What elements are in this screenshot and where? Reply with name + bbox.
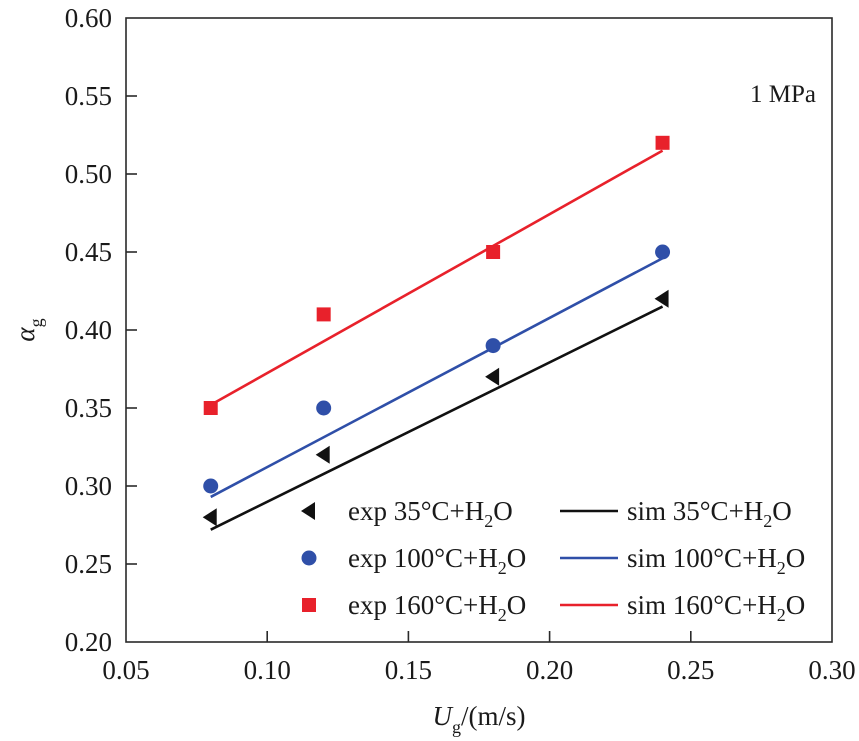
exp-point-160c	[316, 307, 331, 322]
y-tick-label: 0.45	[65, 237, 112, 267]
legend: exp 35°C+H2O exp 100°C+H2O exp 160°C+H2O si…	[301, 496, 805, 625]
x-tick-label: 0.30	[808, 655, 855, 685]
exp-point-160c	[655, 135, 670, 150]
legend-label-sim-160c: sim 160°C+H2O	[627, 590, 805, 625]
legend-marker-exp-160c	[302, 598, 316, 612]
legend-label-exp-160c: exp 160°C+H2O	[348, 590, 526, 625]
exp-point-160c	[203, 401, 218, 415]
y-tick-label: 0.30	[65, 471, 112, 501]
exp-point-35c	[654, 289, 669, 308]
pressure-annotation: 1 MPa	[750, 81, 816, 108]
plot-series	[202, 135, 671, 531]
sim-line-35c	[210, 305, 664, 531]
exp-point-35c	[315, 445, 330, 464]
y-tick-label: 0.50	[65, 159, 112, 189]
legend-label-exp-35c: exp 35°C+H2O	[348, 496, 513, 531]
sim-line-160c	[210, 149, 664, 407]
y-axis-label-sub: g	[26, 318, 46, 327]
exp-point-100c	[203, 478, 219, 494]
y-axis-label-main: α	[10, 327, 40, 342]
exp-point-35c	[202, 508, 217, 527]
y-tick-label: 0.35	[65, 393, 112, 423]
x-axis-label: Ug/(m/s)	[433, 701, 526, 737]
axis-ticks: 0.05 0.10 0.15 0.20 0.25 0.30 0.20 0.25 0.30 0.35…	[65, 3, 856, 685]
x-tick-label: 0.05	[102, 655, 149, 685]
exp-point-100c	[655, 244, 671, 260]
y-tick-label: 0.60	[65, 3, 112, 33]
x-tick-label: 0.20	[526, 655, 573, 685]
legend-marker-exp-100c	[301, 550, 317, 566]
y-tick-label: 0.25	[65, 549, 112, 579]
sim-line-100c	[210, 257, 664, 499]
x-axis-label-sub: g	[452, 717, 461, 737]
x-tick-label: 0.10	[244, 655, 291, 685]
legend-label-sim-35c: sim 35°C+H2O	[627, 496, 792, 531]
x-axis-label-unit: /(m/s)	[461, 701, 526, 731]
x-tick-label: 0.15	[385, 655, 432, 685]
x-tick-label: 0.25	[667, 655, 714, 685]
exp-point-100c	[485, 338, 501, 354]
x-axis-label-main: U	[433, 701, 454, 731]
y-tick-label: 0.40	[65, 315, 112, 345]
y-axis-label: αg	[10, 318, 46, 341]
exp-point-160c	[486, 245, 501, 259]
legend-label-sim-100c: sim 100°C+H2O	[627, 543, 805, 578]
exp-point-100c	[316, 400, 332, 416]
legend-label-exp-100c: exp 100°C+H2O	[348, 543, 526, 578]
y-tick-label: 0.20	[65, 627, 112, 657]
y-tick-label: 0.55	[65, 81, 112, 111]
legend-marker-exp-35c	[301, 502, 315, 520]
exp-point-35c	[485, 367, 500, 386]
